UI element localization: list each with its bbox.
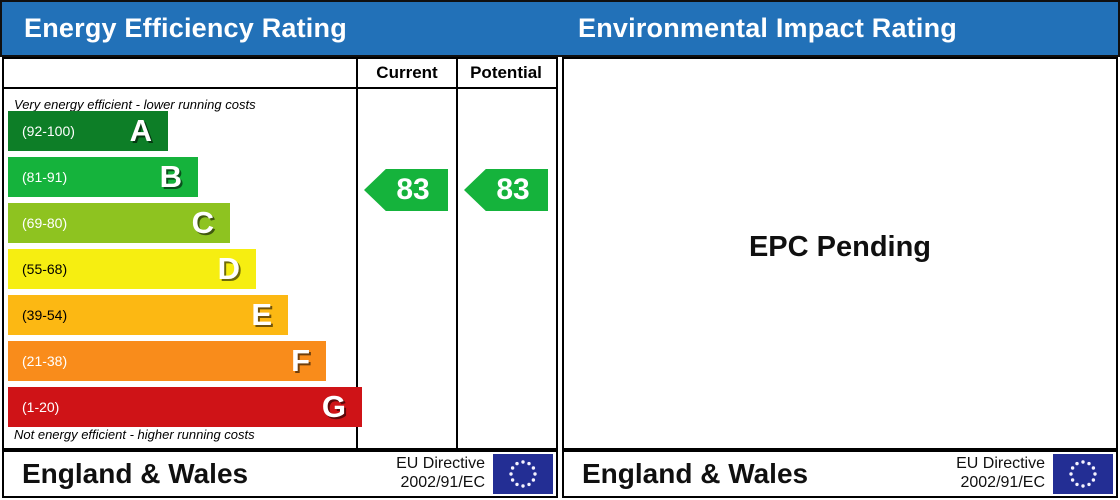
eu-directive-label: EU Directive 2002/91/EC: [396, 455, 485, 491]
current-column-header: Current: [376, 63, 438, 82]
band-row-f: (21-38) F: [8, 341, 326, 381]
eu-directive-label: EU Directive 2002/91/EC: [956, 455, 1045, 491]
band-row-d: (55-68) D: [8, 249, 256, 289]
region-label: England & Wales: [22, 458, 249, 489]
eu-flag-icon: [1053, 454, 1113, 494]
bottom-note: Not energy efficient - higher running co…: [14, 427, 255, 442]
rating-bands: (92-100) A (81-91) B (69-80) C (55-68) D…: [8, 111, 362, 433]
band-row-e: (39-54) E: [8, 295, 288, 335]
footer-left: England & Wales EU Directive 2002/91/EC: [2, 450, 558, 498]
potential-column-header: Potential: [470, 63, 542, 82]
column-divider-potential: [456, 59, 458, 448]
eu-flag-icon: [493, 454, 553, 494]
band-range-label: (1-20): [22, 399, 60, 415]
footer-right: England & Wales EU Directive 2002/91/EC: [562, 450, 1118, 498]
band-range-label: (21-38): [22, 353, 68, 369]
band-letter: F: [291, 343, 310, 378]
band-letter: B: [159, 159, 182, 194]
band-letter: C: [191, 205, 214, 240]
band-letter: G: [321, 389, 346, 424]
energy-efficiency-chart: Current Potential Very energy efficient …: [2, 57, 558, 450]
region-label: England & Wales: [582, 458, 809, 489]
band-row-g: (1-20) G: [8, 387, 362, 427]
energy-efficiency-title: Energy Efficiency Rating: [24, 13, 347, 43]
current-rating-arrow: 83: [364, 169, 448, 211]
band-letter: D: [217, 251, 240, 286]
band-row-b: (81-91) B: [8, 157, 198, 197]
environmental-impact-title: Environmental Impact Rating: [578, 13, 957, 43]
band-row-c: (69-80) C: [8, 203, 230, 243]
environmental-impact-panel: EPC Pending: [562, 57, 1118, 450]
band-row-a: (92-100) A: [8, 111, 168, 151]
band-range-label: (39-54): [22, 307, 68, 323]
band-letter: E: [251, 297, 272, 332]
epc-pending-message: EPC Pending: [748, 231, 932, 263]
band-letter: A: [129, 113, 152, 148]
column-divider-current: [356, 59, 358, 448]
band-range-label: (92-100): [22, 123, 75, 139]
potential-rating-arrow: 83: [464, 169, 548, 211]
band-range-label: (69-80): [22, 215, 68, 231]
chart-column-headers: Current Potential: [4, 59, 556, 89]
band-range-label: (55-68): [22, 261, 68, 277]
band-range-label: (81-91): [22, 169, 68, 185]
title-bar: Energy Efficiency Rating Environmental I…: [0, 0, 1120, 57]
top-note: Very energy efficient - lower running co…: [14, 97, 256, 112]
